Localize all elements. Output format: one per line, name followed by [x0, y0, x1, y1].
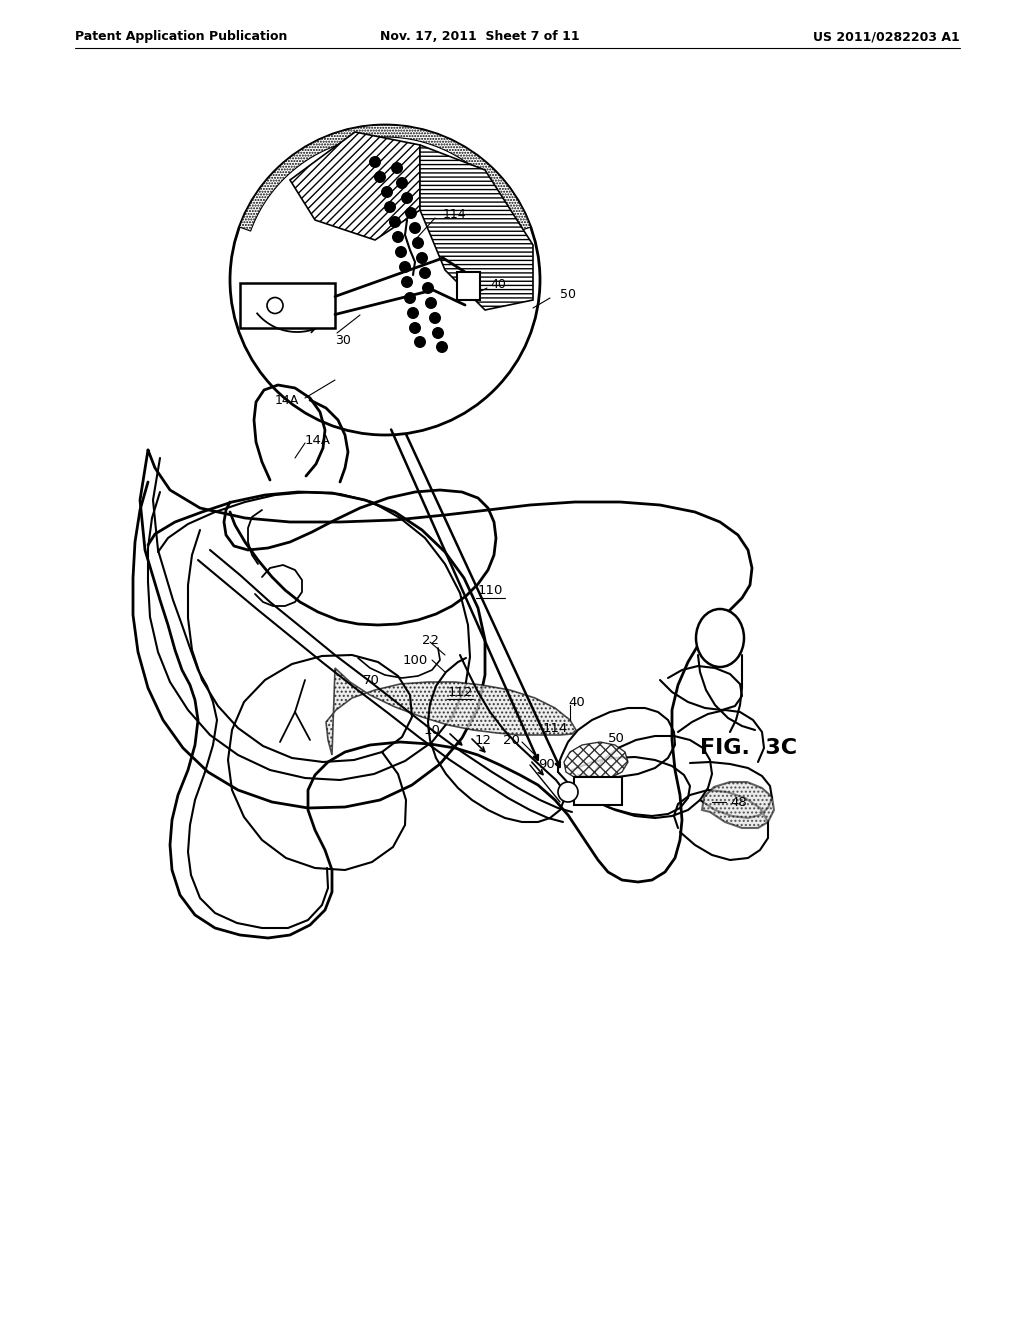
Circle shape — [425, 297, 437, 309]
Polygon shape — [420, 145, 534, 310]
Text: 14A: 14A — [305, 433, 331, 446]
Circle shape — [369, 156, 381, 168]
Text: 114: 114 — [543, 722, 568, 734]
Text: 40: 40 — [568, 696, 585, 709]
Bar — [240, 282, 335, 327]
Circle shape — [404, 292, 416, 304]
Circle shape — [401, 276, 413, 288]
Polygon shape — [457, 272, 480, 300]
Text: 112: 112 — [447, 685, 473, 698]
Circle shape — [416, 252, 428, 264]
Circle shape — [422, 282, 434, 294]
Circle shape — [267, 297, 283, 314]
Text: 14A: 14A — [275, 393, 299, 407]
Circle shape — [396, 177, 408, 189]
Circle shape — [392, 231, 404, 243]
Circle shape — [409, 222, 421, 234]
Circle shape — [395, 246, 407, 257]
Ellipse shape — [696, 609, 744, 667]
Text: 90: 90 — [538, 759, 555, 771]
Circle shape — [399, 261, 411, 273]
Text: 22: 22 — [422, 634, 439, 647]
Circle shape — [374, 172, 386, 183]
Circle shape — [384, 201, 396, 213]
Circle shape — [401, 191, 413, 205]
Circle shape — [419, 267, 431, 279]
Text: 70: 70 — [364, 673, 380, 686]
Text: 114: 114 — [443, 209, 467, 222]
Circle shape — [436, 341, 449, 352]
Text: 10: 10 — [423, 723, 440, 737]
Polygon shape — [290, 132, 420, 240]
Bar — [574, 777, 622, 805]
Text: 48: 48 — [730, 796, 746, 808]
Text: Nov. 17, 2011  Sheet 7 of 11: Nov. 17, 2011 Sheet 7 of 11 — [380, 30, 580, 44]
Polygon shape — [240, 125, 530, 231]
Polygon shape — [702, 781, 774, 828]
Text: 20: 20 — [503, 734, 520, 747]
Circle shape — [558, 781, 578, 803]
Circle shape — [432, 327, 444, 339]
Text: 100: 100 — [402, 653, 428, 667]
Text: US 2011/0282203 A1: US 2011/0282203 A1 — [813, 30, 961, 44]
Circle shape — [406, 207, 417, 219]
Circle shape — [412, 238, 424, 249]
Polygon shape — [326, 668, 575, 755]
Text: 110: 110 — [477, 583, 503, 597]
Circle shape — [429, 312, 441, 323]
Circle shape — [414, 337, 426, 348]
Text: 12: 12 — [475, 734, 492, 747]
Text: 30: 30 — [335, 334, 351, 346]
Circle shape — [409, 322, 421, 334]
Polygon shape — [564, 742, 628, 777]
Circle shape — [407, 308, 419, 319]
Circle shape — [391, 162, 403, 174]
Text: FIG.  3C: FIG. 3C — [700, 738, 797, 758]
Text: 50: 50 — [608, 731, 625, 744]
Text: 50: 50 — [560, 289, 575, 301]
Text: Patent Application Publication: Patent Application Publication — [75, 30, 288, 44]
Text: 40: 40 — [490, 279, 506, 292]
Circle shape — [230, 125, 540, 436]
Circle shape — [389, 216, 401, 228]
Circle shape — [381, 186, 393, 198]
